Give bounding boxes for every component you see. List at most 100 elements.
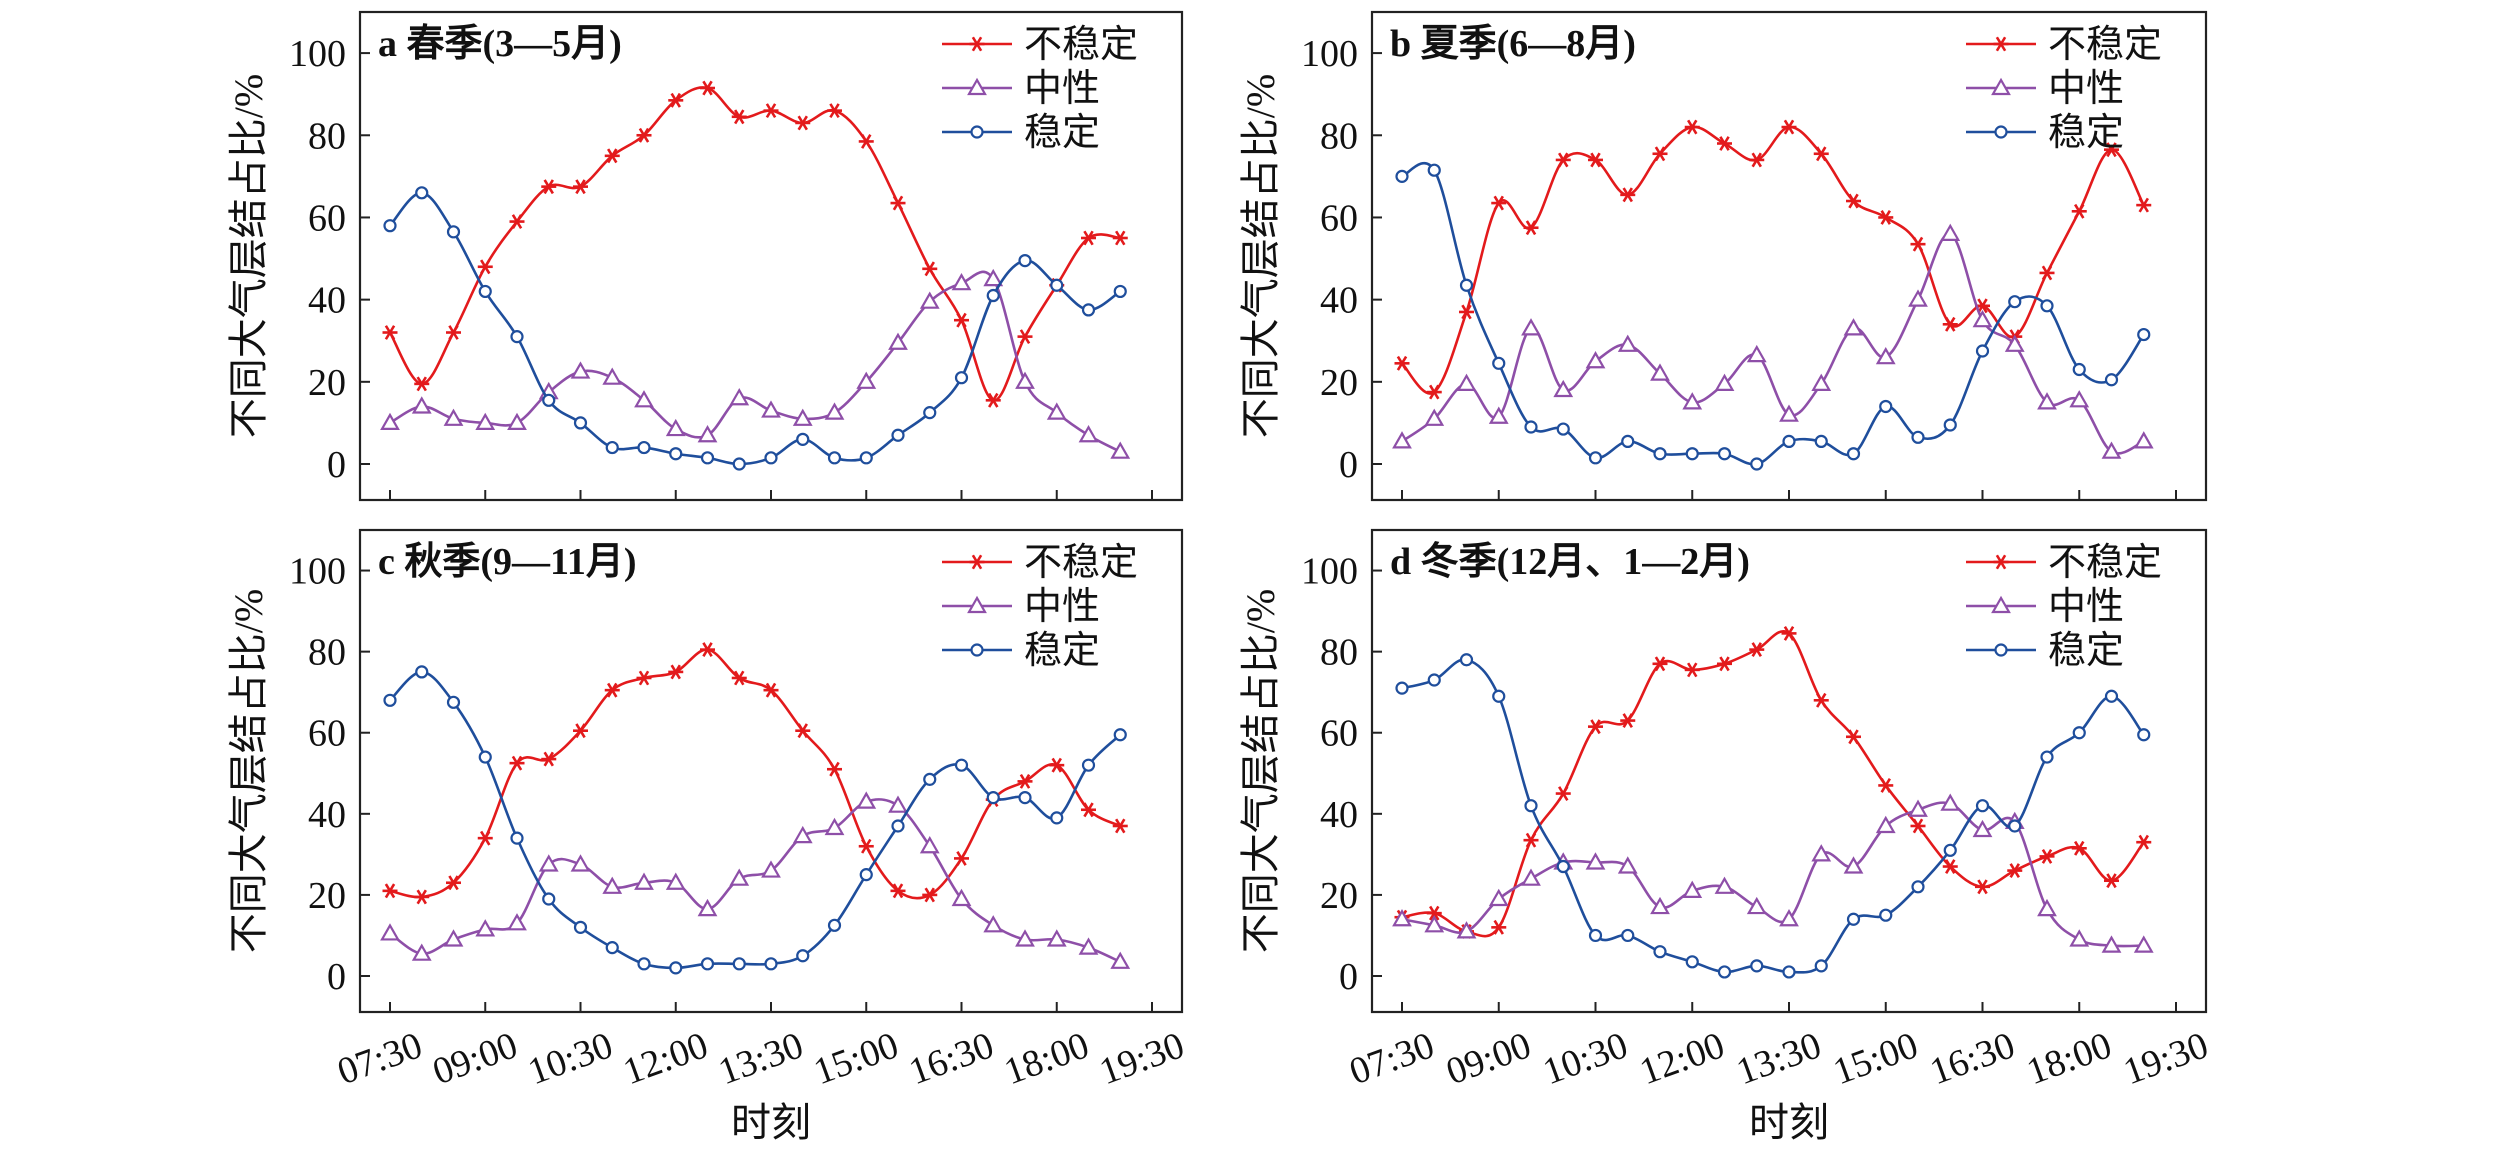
data-point <box>1685 955 1699 969</box>
data-point <box>795 723 811 739</box>
data-point <box>858 838 874 854</box>
legend-item: 稳定 <box>942 112 1100 154</box>
legend-marker <box>1993 36 2009 52</box>
data-point <box>859 868 873 882</box>
x-tick-label: 18:00 <box>999 1024 1095 1093</box>
data-point <box>729 868 750 886</box>
data-point <box>1113 728 1127 742</box>
data-point <box>1491 195 1507 211</box>
data-point <box>1456 921 1477 939</box>
series-稳定 <box>1395 161 2151 471</box>
data-point <box>700 957 715 971</box>
data-point <box>1749 642 1765 658</box>
data-point <box>1943 418 1957 432</box>
y-tick-label: 60 <box>1320 197 1358 239</box>
data-point <box>2104 689 2119 703</box>
data-point <box>573 723 588 739</box>
data-point <box>1653 945 1667 959</box>
data-point <box>383 693 397 707</box>
y-tick-label: 60 <box>308 713 346 755</box>
legend-label: 不稳定 <box>2048 24 2162 66</box>
data-point <box>2104 873 2119 889</box>
data-point <box>1488 406 1509 424</box>
legend-item: 中性 <box>1966 68 2124 110</box>
y-tick-label: 0 <box>327 444 346 486</box>
data-point <box>1875 815 1896 834</box>
legend-item: 稳定 <box>942 630 1100 672</box>
data-point <box>1426 384 1442 400</box>
data-point <box>1910 818 1926 834</box>
legend-item: 中性 <box>942 68 1100 110</box>
series-中性 <box>1392 223 2154 459</box>
y-axis-title: 不同大气层结占比/% <box>226 74 271 438</box>
data-point <box>1879 399 1893 414</box>
data-point <box>1908 799 1928 817</box>
data-point <box>636 670 652 686</box>
data-point <box>1110 951 1131 969</box>
data-point <box>1015 371 1035 389</box>
data-point <box>446 695 461 709</box>
data-point <box>634 872 654 890</box>
y-tick-label: 0 <box>1339 956 1358 998</box>
data-point <box>763 103 779 119</box>
data-point <box>2104 373 2119 387</box>
data-point <box>1588 719 1603 735</box>
x-tick-label: 15:00 <box>808 1024 904 1093</box>
data-point <box>763 682 779 698</box>
data-point <box>1746 896 1767 915</box>
y-tick-label: 80 <box>308 632 346 674</box>
data-point <box>477 830 493 846</box>
data-point <box>1972 819 1993 838</box>
data-point <box>1050 811 1064 825</box>
data-point <box>1046 929 1067 947</box>
data-point <box>1942 859 1958 874</box>
data-point <box>1424 408 1445 426</box>
data-point <box>1556 422 1570 436</box>
legend-marker <box>967 77 987 96</box>
data-point <box>1811 844 1832 862</box>
x-tick-label: 09:00 <box>427 1024 523 1093</box>
data-point <box>1018 790 1032 805</box>
data-point <box>1846 193 1861 209</box>
series-不稳定 <box>1394 119 2152 400</box>
data-point <box>1843 856 1864 874</box>
data-point <box>1459 278 1474 292</box>
data-point <box>1878 210 1894 225</box>
data-point <box>951 272 972 291</box>
data-point <box>1972 309 1993 328</box>
data-point <box>415 186 429 200</box>
data-point <box>636 127 652 143</box>
y-tick-label: 40 <box>308 280 346 322</box>
data-point <box>827 451 842 465</box>
chart-panel-3: 0 20 40 60 80 100 07:30 09:00 10:30 12:00 13:30 15:… <box>226 528 1190 1145</box>
legend-marker <box>1993 554 2009 570</box>
data-point <box>570 361 591 379</box>
data-point <box>1717 656 1732 672</box>
panel-title: c 秋季(9—11月) <box>378 541 637 583</box>
data-point <box>1081 802 1096 818</box>
data-point <box>541 179 557 195</box>
legend-marker <box>969 554 985 570</box>
data-point <box>443 929 464 947</box>
x-tick-label: 15:00 <box>1828 1024 1924 1093</box>
data-point <box>1523 832 1539 848</box>
data-point <box>637 957 651 971</box>
data-point <box>1717 447 1732 461</box>
series-中性 <box>380 268 1131 459</box>
data-point <box>1779 909 1799 927</box>
data-point <box>888 332 908 350</box>
data-point <box>2007 863 2023 879</box>
legend-marker <box>1991 77 2011 96</box>
data-point <box>1620 187 1636 203</box>
data-point <box>1394 355 1410 371</box>
data-point <box>478 284 492 299</box>
y-axis-title: 不同大气层结占比/% <box>226 589 271 953</box>
data-point <box>507 412 527 431</box>
data-point <box>1392 909 1412 927</box>
legend-marker <box>1994 125 2008 139</box>
data-point <box>668 664 684 680</box>
data-point <box>1682 880 1703 898</box>
data-point <box>2137 728 2151 742</box>
